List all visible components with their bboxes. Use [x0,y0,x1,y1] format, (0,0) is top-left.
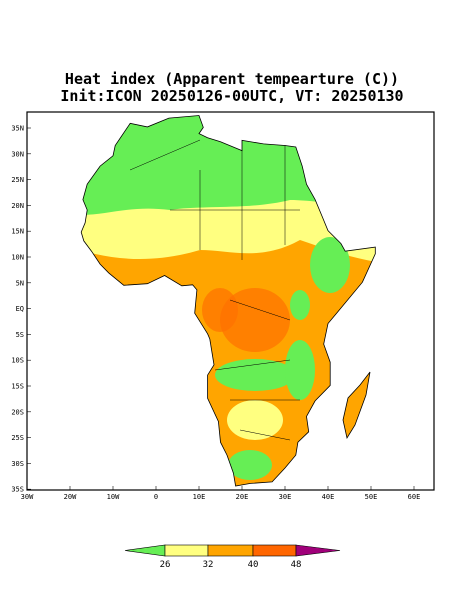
lon-label: 60E [408,493,421,501]
lon-label: 20W [64,493,77,501]
lon-label: 30E [279,493,292,501]
lat-label: 10S [11,357,24,365]
lon-label: 0 [154,493,158,501]
colorbar-swatch [295,544,341,557]
title: Heat index (Apparent tempearture (C)) [65,70,399,88]
lat-label: 20N [11,202,24,210]
lon-label: 10E [193,493,206,501]
lat-label: 30S [11,460,24,468]
lon-label: 40E [322,493,335,501]
lon-label: 20E [236,493,249,501]
lat-label: 35N [11,125,24,133]
lat-label: 25S [11,434,24,442]
colorbar-swatch [164,544,209,557]
lon-label: 50E [365,493,378,501]
madagascar [342,371,371,440]
colorbar-label: 32 [203,560,214,570]
map-frame [26,111,435,491]
lat-label: 5S [16,331,24,339]
lat-label: 25N [11,176,24,184]
lat-label: 20S [11,408,24,416]
lat-label: 30N [11,150,24,158]
lon-label: 30W [21,493,34,501]
borders [129,139,300,441]
lat-label: 5N [16,279,24,287]
lon-label: 10W [107,493,120,501]
colorbar-swatch [252,544,297,557]
lat-label: 15N [11,228,24,236]
colorbar-label: 26 [160,560,171,570]
colorbar-label: 40 [248,560,259,570]
lat-label: 10N [11,254,24,262]
colorbar [124,544,341,557]
lat-label: EQ [16,305,24,313]
subtitle: Init:ICON 20250126-00UTC, VT: 20250130 [60,87,403,105]
lat-label: 15S [11,383,24,391]
lat-label: 35S [11,486,24,494]
colorbar-swatch [207,544,254,557]
colorbar-label: 48 [291,560,302,570]
